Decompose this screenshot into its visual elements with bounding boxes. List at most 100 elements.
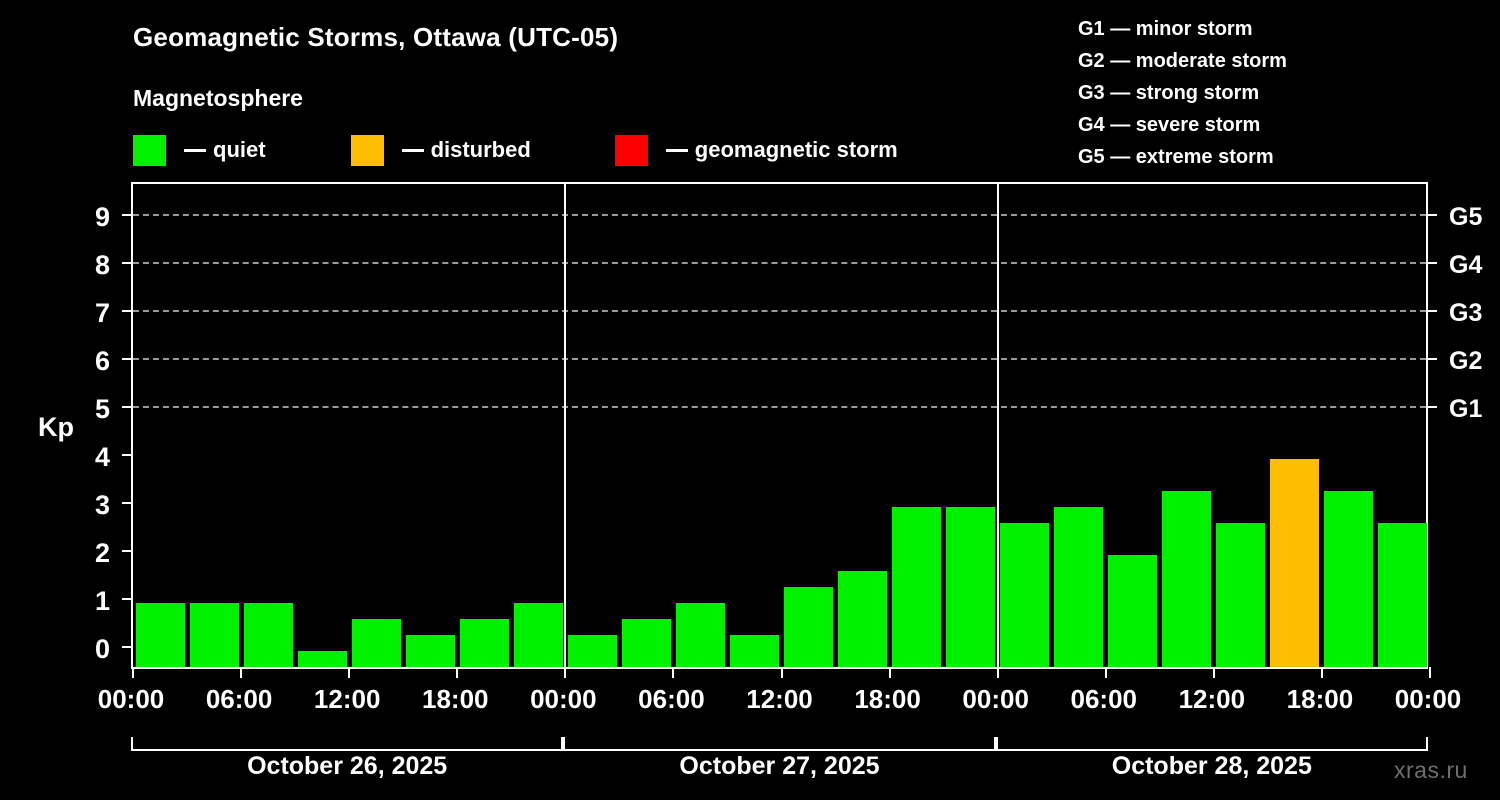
bar-kp: [1378, 523, 1428, 667]
gridline-kp-9: [133, 214, 1426, 216]
x-tick: [132, 667, 134, 678]
bar-kp: [675, 603, 725, 667]
bar-kp: [729, 634, 779, 667]
x-tick-label: 18:00: [422, 684, 489, 714]
gridline-kp-8: [133, 262, 1426, 264]
g-scale-legend: G1 — minor storm G2 — moderate storm G3 — …: [1078, 13, 1287, 173]
bar-kp: [405, 634, 455, 667]
g-legend-row-g3: G3 — strong storm: [1078, 82, 1260, 104]
bar-kp: [297, 651, 347, 667]
bar-kp: [1216, 523, 1266, 667]
x-tick: [1429, 667, 1431, 678]
day-bracket: [131, 737, 564, 751]
gridline-kp-5: [133, 406, 1426, 408]
legend-dash-icon: [665, 148, 688, 152]
gridline-kp-6: [133, 358, 1426, 360]
legend-label: disturbed: [430, 137, 531, 162]
x-tick-label: 12:00: [313, 684, 381, 714]
g-tick-G3: [1426, 310, 1437, 312]
x-tick: [780, 667, 783, 678]
legend-dash-icon: [184, 148, 206, 152]
x-tick: [240, 667, 243, 678]
y-tick-6: [122, 358, 133, 360]
bar-kp: [838, 571, 888, 667]
bar-kp: [1270, 459, 1320, 667]
g-tick-G5: [1426, 214, 1437, 216]
y-tick-7: [122, 310, 133, 312]
bar-kp: [946, 507, 996, 667]
g-tick-G1: [1426, 406, 1437, 408]
g-legend-row-g2: G2 — moderate storm: [1078, 50, 1287, 72]
y-tick-0: [122, 646, 133, 648]
day-label: October 26, 2025: [247, 752, 448, 780]
x-tick: [996, 667, 999, 678]
x-tick: [672, 667, 675, 678]
bar-kp: [1162, 490, 1212, 667]
legend-entry-quiet: quiet: [133, 133, 266, 167]
y-tick-9: [122, 214, 133, 216]
x-tick: [456, 667, 459, 678]
bar-kp: [513, 603, 563, 667]
bar-kp: [1054, 507, 1104, 667]
bar-kp: [1000, 523, 1050, 667]
g-legend-row-g1: G1 — minor storm: [1078, 18, 1253, 40]
bar-kp: [459, 619, 509, 667]
page-title: Geomagnetic Storms, Ottawa (UTC-05): [133, 22, 619, 52]
x-tick: [348, 667, 351, 678]
disturbed-swatch: [350, 134, 384, 166]
watermark: xras.ru: [1394, 757, 1468, 783]
legend-entry-disturbed: disturbed: [350, 133, 531, 167]
day-bracket: [563, 737, 996, 751]
y-tick-8: [122, 262, 133, 264]
g-legend-row-g4: G4 — severe storm: [1078, 114, 1261, 136]
y-tick-1: [122, 598, 133, 600]
x-tick-label: 06:00: [1070, 684, 1138, 714]
x-tick: [564, 667, 567, 678]
y-tick-2: [122, 550, 133, 552]
x-tick-label: 18:00: [1286, 684, 1354, 714]
x-tick-label: 00:00: [530, 684, 597, 714]
day-label: October 27, 2025: [679, 752, 880, 780]
x-tick-label: 06:00: [638, 684, 705, 714]
day-separator: [996, 184, 999, 667]
bar-kp: [135, 603, 185, 667]
plot-area: [133, 184, 1428, 667]
x-tick: [1104, 667, 1107, 678]
g-legend-row-g5: G5 — extreme storm: [1078, 146, 1274, 168]
bar-kp: [189, 603, 239, 667]
legend-dash-icon: [401, 148, 424, 152]
day-label: October 28, 2025: [1111, 752, 1312, 780]
x-tick-label: 12:00: [746, 684, 813, 714]
legend-label: geomagnetic storm: [694, 137, 898, 162]
color-legend: quiet disturbed geomagnetic storm: [133, 133, 898, 167]
bar-kp: [784, 586, 834, 667]
x-tick-label: 00:00: [962, 684, 1029, 714]
y-tick-4: [122, 454, 133, 456]
bar-kp: [351, 619, 401, 667]
x-tick-label: 18:00: [854, 684, 921, 714]
x-tick-label: 12:00: [1178, 684, 1246, 714]
x-tick: [1212, 667, 1215, 678]
gridline-kp-7: [133, 310, 1426, 312]
y-axis-label: Kp: [38, 412, 74, 442]
storm-swatch: [614, 134, 648, 166]
x-tick-label: 00:00: [97, 684, 165, 714]
y-tick-5: [122, 406, 133, 408]
bar-kp: [1324, 490, 1374, 667]
quiet-swatch: [133, 134, 166, 166]
bar-kp: [1108, 555, 1158, 667]
bar-kp: [243, 603, 293, 667]
bar-kp: [621, 619, 671, 667]
x-tick-label: 06:00: [205, 684, 273, 714]
plot-frame: 0 1 2 3 4 5 6 7 8 9 G1 G2 G3 G4 G5: [95, 182, 1482, 678]
series-title: Magnetosphere: [133, 85, 303, 111]
legend-label: quiet: [213, 137, 266, 162]
day-separator: [564, 184, 567, 667]
day-bracket: [995, 737, 1428, 751]
x-tick: [1320, 667, 1323, 678]
bar-kp: [567, 634, 617, 667]
bar-kp: [892, 507, 942, 667]
y-tick-3: [122, 502, 133, 504]
x-tick: [888, 667, 891, 678]
x-tick-label: 00:00: [1394, 684, 1462, 714]
